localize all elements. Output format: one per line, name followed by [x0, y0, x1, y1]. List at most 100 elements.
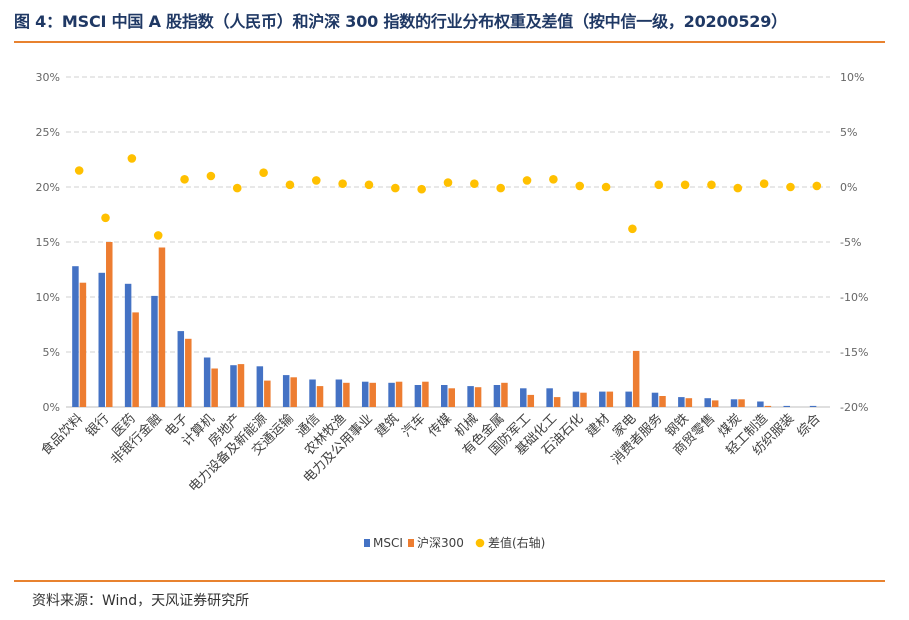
x-tick-label: 食品饮料 — [38, 411, 86, 459]
diff-point — [417, 184, 426, 194]
x-tick-label: 建材 — [584, 411, 613, 440]
legend-label: 差值(右轴) — [488, 535, 545, 550]
bar-hs300 — [395, 381, 403, 407]
y-left-tick-label: 0% — [43, 401, 60, 414]
bar-msci — [98, 272, 106, 407]
bar-msci — [730, 399, 738, 407]
x-tick-label: 综合 — [795, 411, 824, 440]
bar-msci — [203, 357, 211, 407]
bar-hs300 — [527, 394, 535, 407]
diff-point — [364, 180, 374, 190]
bar-hs300 — [106, 242, 113, 407]
y-left-tick-label: 15% — [36, 236, 60, 249]
bar-hs300 — [606, 391, 614, 407]
diff-point — [496, 183, 505, 193]
bar-hs300 — [158, 247, 166, 407]
x-tick-label: 银行 — [83, 411, 112, 440]
y-left-tick-label: 20% — [36, 181, 60, 194]
chart-canvas: 0% 5% 10% 15% 20% 25% 30% -20% -15% -10% -5% 0% 5% 10… — [36, 71, 869, 550]
bar-msci — [256, 366, 264, 407]
diff-point — [759, 179, 769, 188]
x-tick-label: 汽车 — [399, 411, 429, 441]
legend-swatch — [408, 539, 414, 547]
bar-hs300 — [580, 392, 587, 407]
x-tick-label: 非银行金融 — [108, 411, 165, 468]
diff-point — [470, 179, 479, 188]
diff-point — [680, 180, 690, 190]
diff-point — [338, 179, 347, 188]
bar-hs300 — [632, 350, 640, 407]
diff-point — [153, 231, 163, 240]
bar-msci — [704, 398, 711, 407]
y-left-tick-label: 25% — [36, 126, 60, 139]
diff-point — [74, 166, 84, 175]
bar-hs300 — [764, 405, 772, 407]
bar-hs300 — [448, 388, 455, 407]
bar-msci — [177, 331, 185, 407]
diff-point — [601, 182, 611, 192]
diff-point — [628, 224, 637, 234]
y-right-tick-label: -10% — [840, 291, 868, 304]
diff-point — [232, 183, 242, 193]
bar-msci — [809, 405, 817, 407]
x-tick-label: 建筑 — [372, 411, 402, 441]
bar-hs300 — [501, 382, 508, 407]
diff-point — [127, 154, 137, 163]
bar-hs300 — [237, 364, 245, 407]
bar-msci — [335, 379, 343, 407]
diff-point — [654, 180, 664, 190]
bar-hs300 — [290, 377, 297, 407]
diff-point — [391, 183, 400, 193]
bar-hs300 — [738, 399, 745, 407]
diff-point — [733, 183, 743, 193]
y-right-tick-label: 10% — [840, 71, 864, 84]
bar-msci — [282, 375, 290, 407]
bar-hs300 — [711, 400, 719, 407]
bar-msci — [651, 392, 659, 407]
diff-point — [101, 213, 110, 223]
y-left-tick-label: 30% — [36, 71, 60, 84]
bar-hs300 — [264, 380, 271, 407]
bar-hs300 — [343, 382, 350, 407]
diff-point — [522, 176, 532, 185]
bar-hs300 — [79, 282, 87, 407]
diff-point — [180, 175, 189, 184]
bar-hs300 — [132, 312, 139, 407]
diff-point — [285, 180, 295, 190]
bar-hs300 — [553, 397, 561, 407]
bar-msci — [414, 385, 422, 407]
x-tick-label: 消费者服务 — [608, 411, 665, 468]
bar-msci — [467, 386, 474, 407]
bar-hs300 — [659, 396, 666, 407]
bar-msci — [572, 391, 580, 407]
bar-msci — [678, 397, 685, 407]
bar-hs300 — [422, 381, 429, 407]
y-right-tick-label: -15% — [840, 346, 868, 359]
bar-msci — [151, 295, 158, 407]
diff-point — [259, 168, 268, 177]
y-right-tick-label: -5% — [840, 236, 861, 249]
bar-hs300 — [685, 398, 693, 407]
bar-msci — [599, 391, 606, 407]
bar-hs300 — [316, 386, 324, 407]
diff-point — [549, 175, 558, 184]
y-right-tick-label: 5% — [840, 126, 857, 139]
bar-msci — [441, 385, 448, 407]
chart-title: 图 4：MSCI 中国 A 股指数（人民币）和沪深 300 指数的行业分布权重及… — [14, 12, 787, 31]
bar-msci — [230, 365, 237, 407]
footer-divider — [14, 580, 885, 582]
legend-label: 沪深300 — [417, 536, 464, 550]
legend-label: MSCI — [373, 536, 403, 550]
bar-hs300 — [185, 338, 192, 407]
bar-msci — [757, 401, 764, 407]
y-right-tick-label: -20% — [840, 401, 868, 414]
diff-point — [575, 181, 585, 191]
bar-msci — [124, 283, 132, 407]
bar-msci — [520, 388, 527, 407]
bar-msci — [625, 391, 632, 407]
y-left-tick-label: 5% — [43, 346, 60, 359]
bar-msci — [309, 379, 316, 407]
title-divider — [14, 41, 885, 43]
bar-msci — [493, 385, 501, 407]
bar-hs300 — [369, 382, 376, 407]
